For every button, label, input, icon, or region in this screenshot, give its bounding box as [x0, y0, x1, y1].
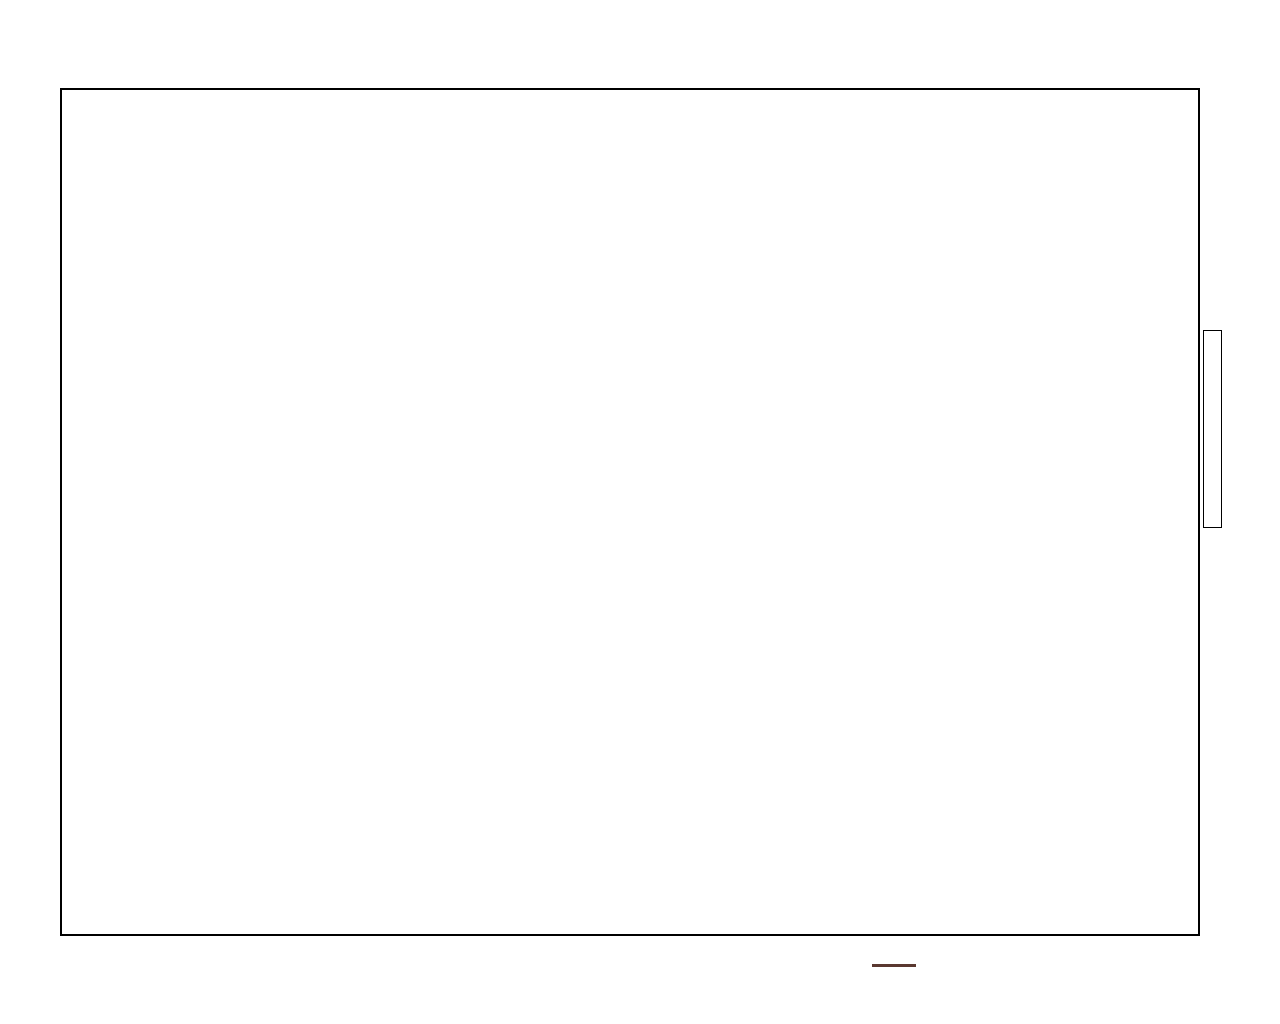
- colorbar: [1203, 330, 1222, 528]
- contour-legend: [872, 952, 926, 978]
- map-frame[interactable]: [60, 88, 1200, 936]
- h850-line-swatch: [872, 963, 916, 967]
- page-title: [60, 36, 1270, 78]
- colorbar-axis-label: [1238, 330, 1262, 530]
- humidity-map-canvas[interactable]: [62, 90, 1198, 934]
